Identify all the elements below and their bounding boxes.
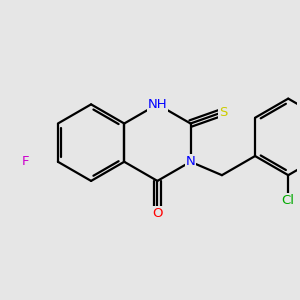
Text: Cl: Cl — [282, 194, 295, 207]
Text: N: N — [186, 155, 195, 168]
Text: F: F — [22, 155, 29, 168]
Text: O: O — [152, 207, 163, 220]
Text: S: S — [219, 106, 227, 118]
Text: NH: NH — [148, 98, 167, 111]
